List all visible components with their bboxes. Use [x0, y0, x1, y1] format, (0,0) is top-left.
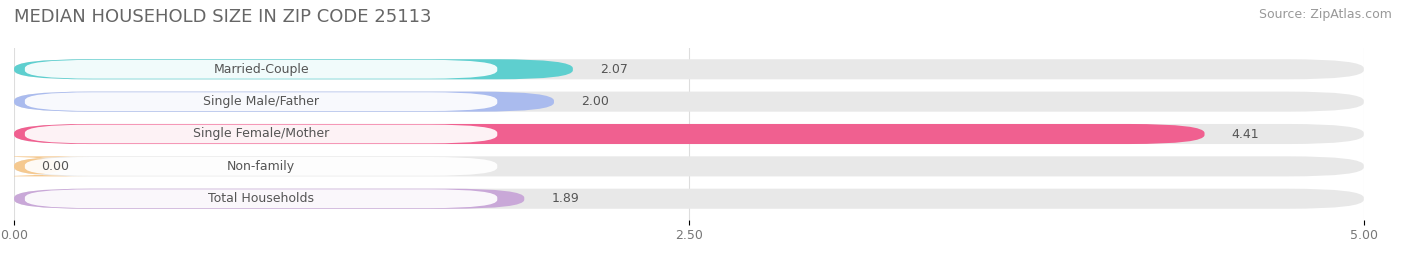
FancyBboxPatch shape [25, 189, 498, 208]
FancyBboxPatch shape [0, 156, 90, 176]
Text: Total Households: Total Households [208, 192, 314, 205]
Text: 0.00: 0.00 [41, 160, 69, 173]
Text: MEDIAN HOUSEHOLD SIZE IN ZIP CODE 25113: MEDIAN HOUSEHOLD SIZE IN ZIP CODE 25113 [14, 8, 432, 26]
FancyBboxPatch shape [25, 157, 498, 176]
Text: Married-Couple: Married-Couple [214, 63, 309, 76]
Text: 4.41: 4.41 [1232, 128, 1260, 140]
FancyBboxPatch shape [14, 92, 554, 112]
Text: Single Female/Mother: Single Female/Mother [193, 128, 329, 140]
FancyBboxPatch shape [14, 59, 1364, 79]
FancyBboxPatch shape [14, 59, 572, 79]
FancyBboxPatch shape [14, 156, 1364, 176]
FancyBboxPatch shape [25, 92, 498, 111]
FancyBboxPatch shape [14, 189, 524, 209]
Text: Source: ZipAtlas.com: Source: ZipAtlas.com [1258, 8, 1392, 21]
Text: 1.89: 1.89 [551, 192, 579, 205]
FancyBboxPatch shape [14, 124, 1364, 144]
FancyBboxPatch shape [25, 60, 498, 79]
FancyBboxPatch shape [14, 189, 1364, 209]
FancyBboxPatch shape [14, 124, 1205, 144]
Text: 2.00: 2.00 [581, 95, 609, 108]
FancyBboxPatch shape [25, 125, 498, 143]
FancyBboxPatch shape [14, 92, 1364, 112]
Text: Non-family: Non-family [226, 160, 295, 173]
Text: 2.07: 2.07 [600, 63, 627, 76]
Text: Single Male/Father: Single Male/Father [202, 95, 319, 108]
